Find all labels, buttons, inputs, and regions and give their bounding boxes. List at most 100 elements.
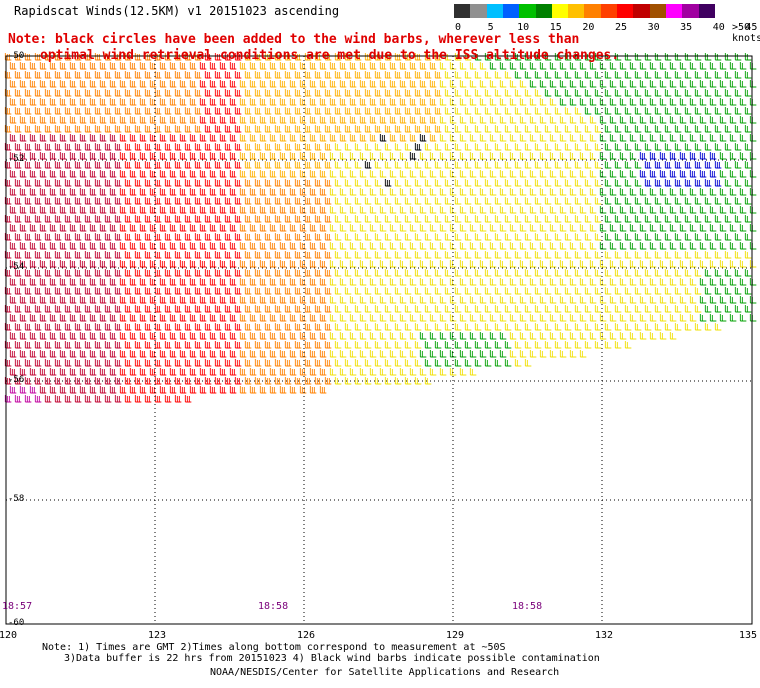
wind-barb <box>344 359 352 367</box>
wind-barb <box>124 215 132 223</box>
wind-barb <box>364 215 372 223</box>
wind-barb <box>124 377 132 385</box>
wind-barb <box>394 161 402 169</box>
wind-barb <box>259 188 267 196</box>
wind-barb <box>269 170 277 178</box>
wind-barb <box>479 224 487 232</box>
wind-barb <box>464 269 472 277</box>
wind-barb <box>479 332 487 340</box>
wind-barb <box>274 359 282 367</box>
wind-barb <box>99 368 107 376</box>
wind-barb <box>24 179 32 187</box>
wind-barb <box>519 242 527 250</box>
wind-barb <box>479 188 487 196</box>
wind-barb <box>69 62 77 70</box>
wind-barb <box>559 224 567 232</box>
wind-barb <box>519 296 527 304</box>
wind-barb <box>619 62 627 70</box>
wind-barb <box>534 287 542 295</box>
wind-barb <box>309 350 317 358</box>
wind-barb <box>374 125 382 133</box>
wind-barb <box>619 242 627 250</box>
wind-barb <box>4 161 12 169</box>
wind-barb <box>554 71 562 79</box>
wind-barb <box>454 215 462 223</box>
wind-barb <box>229 242 237 250</box>
wind-barb <box>109 314 117 322</box>
wind-barb <box>254 251 262 259</box>
wind-barb <box>279 296 287 304</box>
wind-barb <box>314 89 322 97</box>
wind-barb <box>749 278 757 286</box>
wind-barb <box>89 386 97 394</box>
wind-barb <box>259 296 267 304</box>
wind-barb <box>219 224 227 232</box>
wind-barb <box>204 179 212 187</box>
wind-barb <box>239 368 247 376</box>
wind-barb <box>324 215 332 223</box>
wind-barb <box>369 242 377 250</box>
wind-barb <box>539 296 547 304</box>
wind-barb <box>539 188 547 196</box>
wind-barb <box>264 71 272 79</box>
wind-barb <box>499 242 507 250</box>
wind-barb <box>284 269 292 277</box>
wind-barb <box>534 89 542 97</box>
wind-barb <box>599 206 607 214</box>
wind-barb <box>559 206 567 214</box>
wind-barb <box>104 251 112 259</box>
wind-barb <box>389 152 397 160</box>
wind-barb <box>514 359 522 367</box>
wind-barb <box>354 161 362 169</box>
wind-barb <box>89 224 97 232</box>
wind-barb <box>519 206 527 214</box>
wind-barb <box>294 341 302 349</box>
wind-barb <box>639 62 647 70</box>
wind-barb <box>244 377 252 385</box>
wind-barb <box>539 80 547 88</box>
wind-barb <box>284 377 292 385</box>
wind-barb <box>424 161 432 169</box>
wind-barb <box>19 206 27 214</box>
wind-barb <box>709 152 717 160</box>
wind-barb <box>389 296 397 304</box>
wind-barb <box>184 179 192 187</box>
wind-barb <box>329 134 337 142</box>
wind-barb <box>444 215 452 223</box>
wind-barb <box>4 341 12 349</box>
wind-barb <box>604 323 612 331</box>
wind-barb <box>289 314 297 322</box>
wind-barb <box>614 287 622 295</box>
wind-barb <box>379 260 387 268</box>
footer-note-2: 3)Data buffer is 22 hrs from 20151023 4)… <box>64 653 600 664</box>
wind-barb <box>279 206 287 214</box>
wind-barb <box>539 242 547 250</box>
wind-barb <box>529 332 537 340</box>
wind-barb <box>609 260 617 268</box>
wind-barb <box>354 233 362 241</box>
wind-barb <box>519 260 527 268</box>
wind-barb <box>244 305 252 313</box>
wind-barb <box>544 323 552 331</box>
wind-barb <box>174 161 182 169</box>
wind-barb <box>89 278 97 286</box>
wind-barb <box>244 197 252 205</box>
wind-barb <box>264 305 272 313</box>
wind-barb <box>359 170 367 178</box>
wind-barb <box>724 305 732 313</box>
wind-barb <box>279 368 287 376</box>
wind-barb <box>254 179 262 187</box>
wind-barb <box>509 350 517 358</box>
wind-barb <box>484 287 492 295</box>
wind-barb <box>29 62 37 70</box>
wind-barb <box>354 269 362 277</box>
wind-barb <box>74 89 82 97</box>
wind-barb <box>249 152 257 160</box>
wind-barb <box>449 332 457 340</box>
wind-barb <box>39 350 47 358</box>
wind-barb <box>359 134 367 142</box>
wind-barb <box>204 71 212 79</box>
wind-barb <box>484 125 492 133</box>
wind-barb <box>699 278 707 286</box>
wind-barb <box>524 197 532 205</box>
